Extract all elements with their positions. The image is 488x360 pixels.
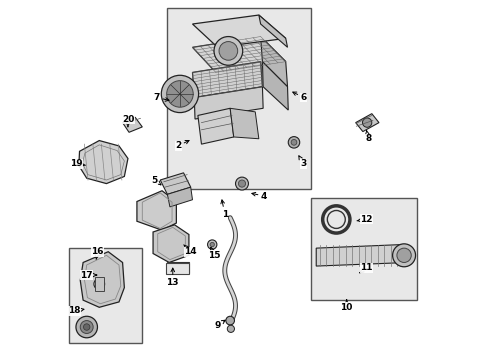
FancyBboxPatch shape: [167, 262, 188, 273]
Text: 4: 4: [251, 192, 267, 201]
Polygon shape: [192, 62, 262, 98]
FancyBboxPatch shape: [166, 263, 188, 274]
FancyBboxPatch shape: [94, 277, 104, 291]
Text: 9: 9: [214, 320, 224, 330]
FancyBboxPatch shape: [167, 8, 310, 189]
Circle shape: [214, 37, 242, 65]
Text: 5: 5: [151, 176, 161, 185]
Polygon shape: [260, 37, 287, 87]
Text: 7: 7: [153, 93, 169, 102]
Circle shape: [207, 240, 217, 249]
Polygon shape: [80, 252, 124, 307]
Polygon shape: [258, 15, 287, 47]
Text: 3: 3: [298, 156, 306, 168]
Circle shape: [161, 75, 198, 113]
Polygon shape: [137, 191, 176, 230]
Circle shape: [362, 118, 371, 127]
Text: 1: 1: [221, 200, 227, 219]
Text: 16: 16: [91, 247, 103, 260]
FancyBboxPatch shape: [69, 248, 142, 343]
Circle shape: [396, 248, 410, 262]
Circle shape: [392, 244, 415, 267]
Polygon shape: [153, 225, 188, 262]
Text: 13: 13: [166, 268, 179, 287]
Circle shape: [210, 242, 214, 247]
Circle shape: [76, 316, 97, 338]
Polygon shape: [316, 244, 407, 266]
Circle shape: [94, 279, 104, 289]
Text: 17: 17: [80, 270, 97, 279]
Text: 20: 20: [122, 114, 134, 127]
Text: 18: 18: [68, 306, 84, 315]
Circle shape: [219, 41, 237, 60]
Text: 6: 6: [292, 92, 306, 102]
Polygon shape: [230, 108, 258, 139]
Polygon shape: [79, 140, 128, 184]
FancyBboxPatch shape: [310, 198, 416, 300]
Polygon shape: [192, 15, 285, 47]
Circle shape: [238, 180, 245, 187]
Circle shape: [225, 316, 234, 325]
Polygon shape: [122, 117, 142, 132]
Text: 12: 12: [356, 215, 372, 224]
Polygon shape: [198, 108, 233, 144]
Polygon shape: [194, 87, 263, 119]
Circle shape: [227, 325, 234, 332]
Text: 8: 8: [365, 131, 370, 143]
Text: 14: 14: [183, 245, 197, 256]
Text: 19: 19: [69, 159, 85, 168]
Text: 11: 11: [359, 264, 372, 273]
Circle shape: [83, 324, 90, 330]
Circle shape: [287, 136, 299, 148]
Text: 15: 15: [207, 247, 220, 260]
Polygon shape: [262, 62, 287, 110]
Circle shape: [235, 177, 248, 190]
Circle shape: [166, 81, 193, 107]
Polygon shape: [355, 114, 378, 132]
Polygon shape: [160, 173, 190, 194]
Polygon shape: [192, 37, 285, 72]
Circle shape: [80, 320, 93, 333]
Circle shape: [290, 139, 296, 145]
Text: 10: 10: [340, 300, 352, 312]
Polygon shape: [167, 187, 192, 207]
Text: 2: 2: [175, 140, 189, 150]
